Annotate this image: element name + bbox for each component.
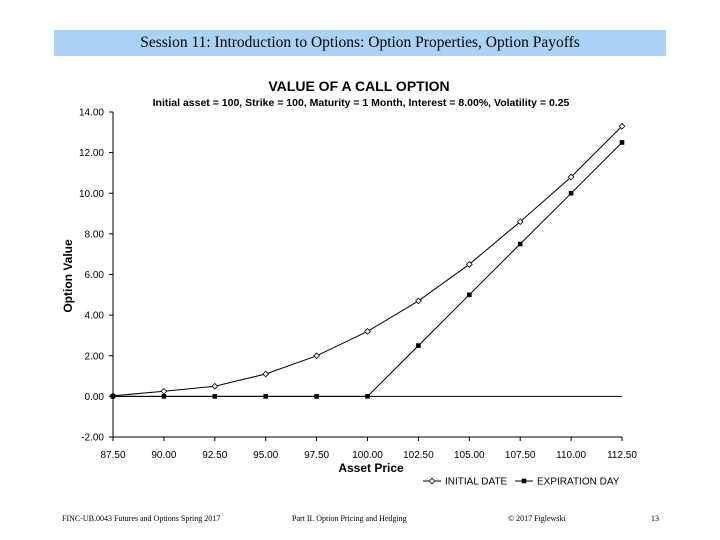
series-line bbox=[112, 125, 623, 397]
data-point bbox=[211, 382, 219, 390]
x-axis-label: Asset Price bbox=[338, 461, 404, 475]
chart-ticks: -2.00 0.00 2.00 4.00 6.00 8.00 10.00 12.00 14.00… bbox=[79, 108, 637, 462]
legend-label: INITIAL DATE bbox=[445, 477, 508, 488]
x-tick-label: 100.00 bbox=[352, 450, 383, 461]
data-point bbox=[619, 140, 625, 145]
data-point bbox=[262, 370, 270, 378]
y-tick-label: 8.00 bbox=[85, 229, 105, 240]
legend-marker bbox=[521, 478, 527, 484]
x-tick-label: 92.50 bbox=[202, 450, 227, 461]
x-tick-label: 107.50 bbox=[505, 450, 536, 461]
x-tick-label: 97.50 bbox=[304, 450, 329, 461]
data-point bbox=[517, 241, 523, 247]
y-tick-label: 12.00 bbox=[79, 148, 104, 159]
data-point bbox=[365, 394, 370, 399]
x-tick-label: 90.00 bbox=[151, 450, 176, 461]
data-point bbox=[567, 173, 575, 181]
slide-header: Session 11: Introduction to Options: Opt… bbox=[54, 30, 666, 56]
series-expiration-day bbox=[110, 140, 625, 399]
data-point bbox=[618, 122, 626, 130]
series-line bbox=[113, 142, 623, 397]
data-point bbox=[160, 387, 168, 395]
y-tick-label: 6.00 bbox=[85, 270, 105, 281]
chart-subtitle: Initial asset = 100, Strike = 100, Matur… bbox=[153, 97, 570, 109]
data-point bbox=[465, 260, 473, 268]
data-point bbox=[161, 394, 167, 399]
x-tick-label: 110.00 bbox=[556, 450, 586, 461]
footer-copyright: © 2017 Figlewski bbox=[508, 514, 566, 523]
data-point bbox=[110, 394, 116, 399]
x-tick-label: 102.50 bbox=[403, 450, 434, 461]
data-point bbox=[313, 352, 320, 360]
y-tick-label: 10.00 bbox=[79, 189, 104, 200]
legend-marker bbox=[428, 477, 436, 485]
y-tick-label: 0.00 bbox=[85, 392, 105, 403]
x-tick-label: 105.00 bbox=[454, 450, 485, 461]
chart-title: VALUE OF A CALL OPTION bbox=[268, 78, 449, 94]
data-point bbox=[467, 292, 472, 298]
chart-series bbox=[109, 122, 626, 400]
data-point bbox=[212, 394, 218, 399]
x-tick-label: 87.50 bbox=[100, 450, 125, 461]
footer-part: Part II. Option Pricing and Hedging bbox=[292, 514, 407, 523]
x-tick-label: 112.50 bbox=[607, 450, 637, 461]
data-point bbox=[314, 394, 319, 399]
data-point bbox=[416, 343, 421, 348]
legend-label: EXPIRATION DAY bbox=[537, 477, 620, 488]
chart-legend: INITIAL DATE EXPIRATION DAY bbox=[423, 477, 620, 488]
y-tick-label: 2.00 bbox=[85, 351, 105, 362]
y-axis-label: Option Value bbox=[61, 239, 75, 313]
footer-page-number: 13 bbox=[651, 514, 659, 523]
data-point bbox=[516, 218, 524, 226]
x-tick-label: 95.00 bbox=[253, 450, 278, 461]
data-point bbox=[263, 394, 268, 399]
slide-title: Session 11: Introduction to Options: Opt… bbox=[140, 34, 580, 51]
data-point bbox=[364, 328, 371, 335]
data-point bbox=[415, 297, 422, 305]
y-tick-label: 4.00 bbox=[85, 311, 105, 322]
data-point bbox=[568, 190, 574, 196]
y-tick-label: -2.00 bbox=[81, 433, 104, 444]
y-tick-label: 14.00 bbox=[79, 108, 104, 119]
footer-course: FINC-UB.0043 Futures and Options Spring … bbox=[62, 514, 221, 523]
series-initial-date bbox=[109, 122, 626, 400]
